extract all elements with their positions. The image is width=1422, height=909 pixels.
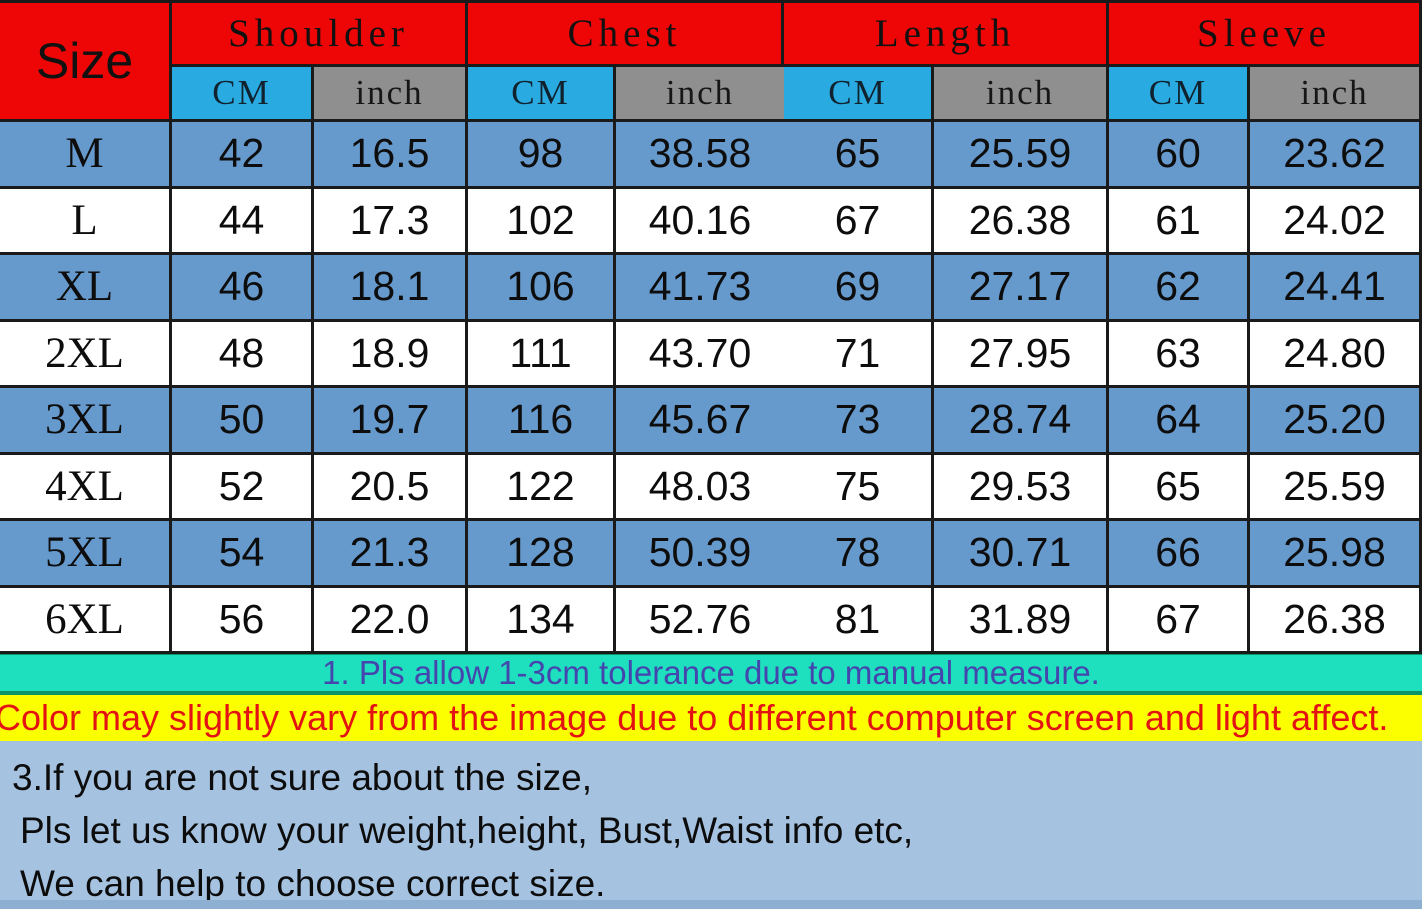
measurement-cell: 134	[468, 587, 616, 654]
unit-header-cm: CM	[172, 67, 314, 122]
size-row-label: 2XL	[0, 321, 172, 388]
measurement-cell: 46	[172, 255, 314, 322]
measurement-cell: 26.38	[934, 188, 1109, 255]
measurement-cell: 19.7	[314, 388, 468, 455]
measurement-cell: 45.67	[616, 388, 784, 455]
size-row-label: 6XL	[0, 587, 172, 654]
measurement-cell: 18.1	[314, 255, 468, 322]
size-help-line-2: Pls let us know your weight,height, Bust…	[20, 810, 914, 851]
measurement-cell: 122	[468, 454, 616, 521]
size-help-line-1: 3.If you are not sure about the size,	[12, 757, 593, 798]
size-help-note: 3.If you are not sure about the size, Pl…	[0, 741, 1422, 909]
measurement-cell: 27.95	[934, 321, 1109, 388]
measurement-cell: 29.53	[934, 454, 1109, 521]
measurement-cell: 21.3	[314, 521, 468, 588]
size-row-label: 4XL	[0, 454, 172, 521]
measurement-cell: 25.20	[1250, 388, 1422, 455]
size-chart-table: Size Shoulder Chest Length Sleeve CM inc…	[0, 0, 1422, 654]
column-group-shoulder: Shoulder	[172, 3, 468, 67]
measurement-cell: 30.71	[934, 521, 1109, 588]
measurement-cell: 24.41	[1250, 255, 1422, 322]
measurement-cell: 60	[1109, 122, 1250, 189]
measurement-cell: 52	[172, 454, 314, 521]
measurement-cell: 48	[172, 321, 314, 388]
tolerance-note: 1. Pls allow 1-3cm tolerance due to manu…	[0, 651, 1422, 695]
measurement-cell: 75	[784, 454, 934, 521]
measurement-cell: 66	[1109, 521, 1250, 588]
size-help-line-3: We can help to choose correct size.	[20, 863, 606, 904]
measurement-cell: 67	[1109, 587, 1250, 654]
measurement-cell: 26.38	[1250, 587, 1422, 654]
unit-header-inch: inch	[934, 67, 1109, 122]
measurement-cell: 106	[468, 255, 616, 322]
measurement-cell: 25.59	[1250, 454, 1422, 521]
measurement-cell: 98	[468, 122, 616, 189]
color-disclaimer-text: Color may slightly vary from the image d…	[0, 697, 1389, 738]
measurement-cell: 63	[1109, 321, 1250, 388]
unit-header-cm: CM	[784, 67, 934, 122]
measurement-cell: 42	[172, 122, 314, 189]
unit-header-inch: inch	[314, 67, 468, 122]
size-row-label: L	[0, 188, 172, 255]
measurement-cell: 56	[172, 587, 314, 654]
measurement-cell: 50.39	[616, 521, 784, 588]
measurement-cell: 27.17	[934, 255, 1109, 322]
measurement-cell: 71	[784, 321, 934, 388]
measurement-cell: 111	[468, 321, 616, 388]
measurement-cell: 25.59	[934, 122, 1109, 189]
measurement-cell: 65	[1109, 454, 1250, 521]
size-row-label: M	[0, 122, 172, 189]
measurement-cell: 31.89	[934, 587, 1109, 654]
measurement-cell: 43.70	[616, 321, 784, 388]
measurement-cell: 22.0	[314, 587, 468, 654]
unit-header-inch: inch	[1250, 67, 1422, 122]
measurement-cell: 41.73	[616, 255, 784, 322]
color-disclaimer-note: Color may slightly vary from the image d…	[0, 695, 1422, 741]
column-group-sleeve: Sleeve	[1109, 3, 1422, 67]
measurement-cell: 54	[172, 521, 314, 588]
measurement-cell: 73	[784, 388, 934, 455]
measurement-cell: 65	[784, 122, 934, 189]
measurement-cell: 40.16	[616, 188, 784, 255]
measurement-cell: 64	[1109, 388, 1250, 455]
measurement-cell: 24.02	[1250, 188, 1422, 255]
measurement-cell: 102	[468, 188, 616, 255]
column-group-chest: Chest	[468, 3, 784, 67]
measurement-cell: 81	[784, 587, 934, 654]
measurement-cell: 69	[784, 255, 934, 322]
measurement-cell: 67	[784, 188, 934, 255]
measurement-cell: 23.62	[1250, 122, 1422, 189]
measurement-cell: 48.03	[616, 454, 784, 521]
measurement-cell: 52.76	[616, 587, 784, 654]
measurement-cell: 50	[172, 388, 314, 455]
measurement-cell: 28.74	[934, 388, 1109, 455]
size-row-label: 3XL	[0, 388, 172, 455]
measurement-cell: 25.98	[1250, 521, 1422, 588]
measurement-cell: 17.3	[314, 188, 468, 255]
unit-header-cm: CM	[468, 67, 616, 122]
unit-header-cm: CM	[1109, 67, 1250, 122]
unit-header-inch: inch	[616, 67, 784, 122]
measurement-cell: 78	[784, 521, 934, 588]
size-corner-header: Size	[0, 3, 172, 122]
bottom-edge-strip	[0, 900, 1422, 909]
column-group-length: Length	[784, 3, 1109, 67]
measurement-cell: 116	[468, 388, 616, 455]
measurement-cell: 61	[1109, 188, 1250, 255]
measurement-cell: 18.9	[314, 321, 468, 388]
measurement-cell: 24.80	[1250, 321, 1422, 388]
measurement-cell: 44	[172, 188, 314, 255]
measurement-cell: 38.58	[616, 122, 784, 189]
measurement-cell: 128	[468, 521, 616, 588]
measurement-cell: 16.5	[314, 122, 468, 189]
size-row-label: 5XL	[0, 521, 172, 588]
measurement-cell: 62	[1109, 255, 1250, 322]
size-row-label: XL	[0, 255, 172, 322]
measurement-cell: 20.5	[314, 454, 468, 521]
